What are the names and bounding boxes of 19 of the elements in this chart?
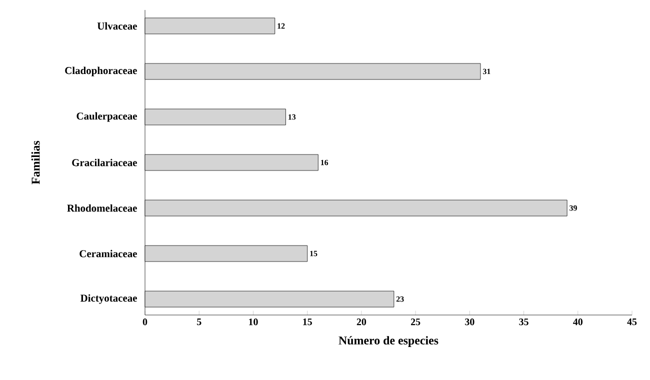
y-tick-label: Caulerpaceae <box>76 112 137 122</box>
x-tick-label: 25 <box>411 318 420 326</box>
x-tick-label: 40 <box>573 318 582 326</box>
y-tick-label: Rhodomelaceae <box>67 204 137 212</box>
y-axis-title: Familias <box>31 140 40 184</box>
x-tick-label: 5 <box>197 318 202 326</box>
y-tick-label: Ceramiaceae <box>80 250 137 258</box>
y-tick-label: Ulvaceae <box>97 22 137 30</box>
x-tick-label: 30 <box>465 318 474 326</box>
x-tick-label: 10 <box>249 318 258 326</box>
x-tick-label: 45 <box>627 318 637 326</box>
x-tick-label: 0 <box>142 318 148 326</box>
y-tick-label: Dictyotaceae <box>80 294 137 304</box>
y-tick-label: Gracilariaceae <box>72 158 137 166</box>
x-axis-title: Número de especies <box>338 336 438 347</box>
x-tick-label: 15 <box>303 318 312 326</box>
x-tick-label: 20 <box>356 318 366 326</box>
y-tick-label: Cladophoraceae <box>65 66 137 76</box>
x-tick-label: 35 <box>519 318 528 326</box>
